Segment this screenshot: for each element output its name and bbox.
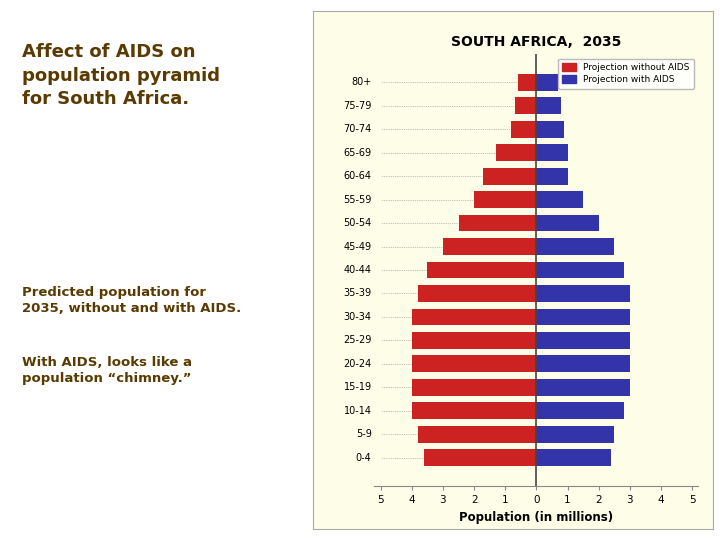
Bar — [536, 426, 614, 443]
Bar — [424, 449, 536, 467]
Bar — [536, 167, 567, 185]
Title: SOUTH AFRICA,  2035: SOUTH AFRICA, 2035 — [451, 35, 621, 49]
Bar — [412, 379, 536, 396]
Bar — [536, 402, 624, 420]
Bar — [428, 261, 536, 279]
Bar — [536, 238, 614, 255]
Bar — [536, 308, 630, 326]
Bar — [443, 238, 536, 255]
Bar — [515, 97, 536, 114]
Text: Affect of AIDS on
population pyramid
for South Africa.: Affect of AIDS on population pyramid for… — [22, 43, 220, 109]
Bar — [536, 120, 564, 138]
Bar — [536, 73, 558, 91]
Bar — [511, 120, 536, 138]
Bar — [412, 308, 536, 326]
Bar — [474, 191, 536, 208]
Bar — [518, 73, 536, 91]
Bar — [496, 144, 536, 161]
Bar — [536, 191, 583, 208]
Bar — [536, 261, 624, 279]
Bar — [418, 426, 536, 443]
Bar — [536, 332, 630, 349]
Bar — [418, 285, 536, 302]
Bar — [536, 214, 599, 232]
Bar — [536, 97, 562, 114]
Bar — [536, 449, 611, 467]
Bar — [459, 214, 536, 232]
Bar — [483, 167, 536, 185]
Bar — [412, 332, 536, 349]
Bar — [536, 379, 630, 396]
Text: Predicted population for
2035, without and with AIDS.: Predicted population for 2035, without a… — [22, 286, 241, 315]
X-axis label: Population (in millions): Population (in millions) — [459, 511, 613, 524]
Legend: Projection without AIDS, Projection with AIDS: Projection without AIDS, Projection with… — [558, 58, 694, 89]
Bar — [412, 402, 536, 420]
Bar — [536, 144, 567, 161]
Bar — [412, 355, 536, 373]
Text: With AIDS, looks like a
population “chimney.”: With AIDS, looks like a population “chim… — [22, 356, 192, 386]
Bar — [536, 355, 630, 373]
Bar — [536, 285, 630, 302]
